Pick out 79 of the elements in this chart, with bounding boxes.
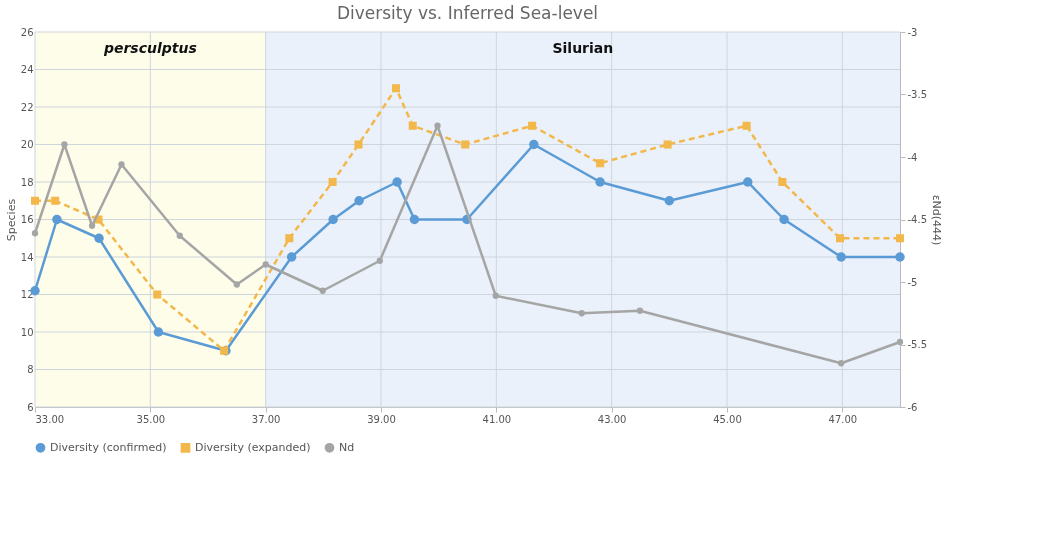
point <box>895 252 905 262</box>
x-tick-label: 41.00 <box>482 413 512 425</box>
point <box>94 233 104 243</box>
point <box>176 232 183 239</box>
y2-axis-title: εNd(444) <box>930 194 944 246</box>
point <box>153 290 162 299</box>
x-tick-label: 33.00 <box>35 413 65 425</box>
y2-tick-label: -3.5 <box>907 89 928 100</box>
point <box>61 141 68 148</box>
y-tick-label: 14 <box>20 251 34 263</box>
x-tick-label: 35.00 <box>136 413 166 425</box>
point <box>896 338 904 346</box>
legend-label: Diversity (confirmed) <box>50 440 167 454</box>
point <box>529 139 539 150</box>
point <box>838 360 845 367</box>
band-label: Silurian <box>552 40 614 56</box>
point <box>742 121 751 130</box>
point <box>664 196 675 206</box>
point <box>836 234 845 243</box>
y-tick-label: 24 <box>20 64 34 75</box>
point <box>408 121 417 130</box>
y-tick-label: 26 <box>20 26 34 38</box>
point <box>233 281 240 288</box>
point <box>636 307 644 314</box>
point <box>376 257 384 264</box>
y-tick-label: 18 <box>20 176 34 188</box>
y2-tick-label: -3 <box>907 26 918 38</box>
legend-label: Nd <box>339 440 355 454</box>
point <box>354 140 363 149</box>
y-tick-label: 16 <box>20 214 34 225</box>
point <box>492 292 499 299</box>
point <box>434 122 441 129</box>
y-tick-label: 20 <box>20 139 34 150</box>
y2-tick-label: -5 <box>907 276 918 288</box>
point <box>595 177 605 187</box>
point <box>778 177 787 187</box>
point <box>409 214 420 225</box>
y-tick-label: 8 <box>27 364 34 375</box>
y2-tick-label: -6 <box>907 401 918 413</box>
point <box>88 222 96 229</box>
y-tick-label: 6 <box>27 401 34 413</box>
chart-title: Diversity vs. Inferred Sea-level <box>336 3 599 23</box>
point <box>51 196 60 205</box>
y-axis-title: Species <box>4 198 18 242</box>
point <box>392 177 402 187</box>
x-tick-label: 39.00 <box>367 413 396 425</box>
point <box>328 177 337 187</box>
point <box>328 214 338 225</box>
point <box>578 310 585 317</box>
y2-tick-label: -4.5 <box>907 214 928 225</box>
point <box>262 261 269 268</box>
x-tick-label: 37.00 <box>251 413 281 425</box>
point <box>743 177 753 187</box>
point <box>354 196 364 206</box>
point <box>836 252 846 262</box>
point <box>461 140 470 149</box>
y2-tick-label: -5.5 <box>907 339 928 350</box>
legend-label: Diversity (expanded) <box>195 440 311 454</box>
x-tick-label: 47.00 <box>828 413 858 425</box>
band-label: persculptus <box>102 40 197 56</box>
point <box>528 121 537 130</box>
point <box>391 84 401 93</box>
point <box>30 196 40 205</box>
point <box>779 214 789 225</box>
point <box>31 230 39 237</box>
point <box>895 234 905 243</box>
y2-tick-label: -4 <box>907 151 918 163</box>
point <box>596 159 605 168</box>
point <box>319 287 326 294</box>
x-tick-label: 45.00 <box>713 413 742 425</box>
point <box>118 161 125 168</box>
point <box>285 234 294 243</box>
y-tick-label: 10 <box>20 326 34 338</box>
point <box>286 252 297 262</box>
point <box>663 140 672 149</box>
x-tick-label: 43.00 <box>597 413 627 425</box>
point <box>153 327 164 337</box>
y-tick-label: 22 <box>20 101 34 113</box>
point <box>52 214 62 225</box>
